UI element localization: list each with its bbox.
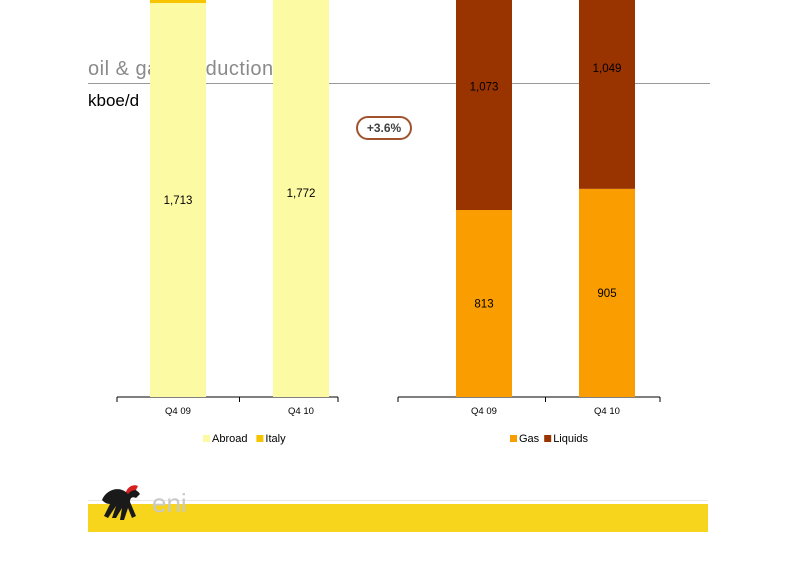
- bar-segment-italy: [150, 0, 206, 4]
- chart-abroad-italy: 1,7131731,886Q4 091,7721821,954Q4 10Abro…: [116, 0, 339, 445]
- bar-segment-abroad: [273, 0, 329, 397]
- unit-label: kboe/d: [88, 91, 140, 110]
- bar-segment-abroad: [150, 3, 206, 397]
- legend-label-gas: Gas: [519, 433, 540, 445]
- segment-value-label: 1,713: [164, 195, 193, 207]
- footer-band: [88, 504, 708, 532]
- bar-segment-gas: [456, 210, 512, 397]
- footer-divider: [88, 500, 708, 501]
- x-tick-label: Q4 10: [288, 406, 314, 417]
- bar-segment-liquids: [579, 0, 635, 189]
- segment-value-label: 813: [474, 299, 493, 311]
- bar-segment-gas: [579, 188, 635, 397]
- legend-swatch-abroad: [203, 435, 210, 442]
- legend-label-abroad: Abroad: [212, 433, 247, 445]
- x-tick-label: Q4 10: [594, 406, 620, 417]
- x-tick-label: Q4 09: [165, 406, 191, 417]
- title-divider: [88, 83, 710, 84]
- x-tick-label: Q4 09: [471, 406, 497, 417]
- legend-label-liquids: Liquids: [553, 433, 588, 445]
- segment-value-label: 905: [597, 288, 616, 300]
- legend-swatch-italy: [256, 435, 264, 442]
- legend-swatch-liquids: [544, 435, 552, 442]
- growth-badge: +3.6%: [356, 116, 412, 140]
- legend-swatch-gas: [510, 435, 517, 442]
- eni-logo: eni: [102, 485, 187, 520]
- segment-value-label: 1,073: [470, 82, 499, 94]
- segment-value-label: 1,049: [593, 63, 622, 75]
- segment-value-label: 1,772: [287, 188, 316, 200]
- legend-label-italy: Italy: [265, 433, 286, 445]
- eni-logo-text: eni: [152, 488, 187, 518]
- bar-segment-liquids: [456, 0, 512, 211]
- six-legged-dog-logo-icon: [102, 485, 140, 520]
